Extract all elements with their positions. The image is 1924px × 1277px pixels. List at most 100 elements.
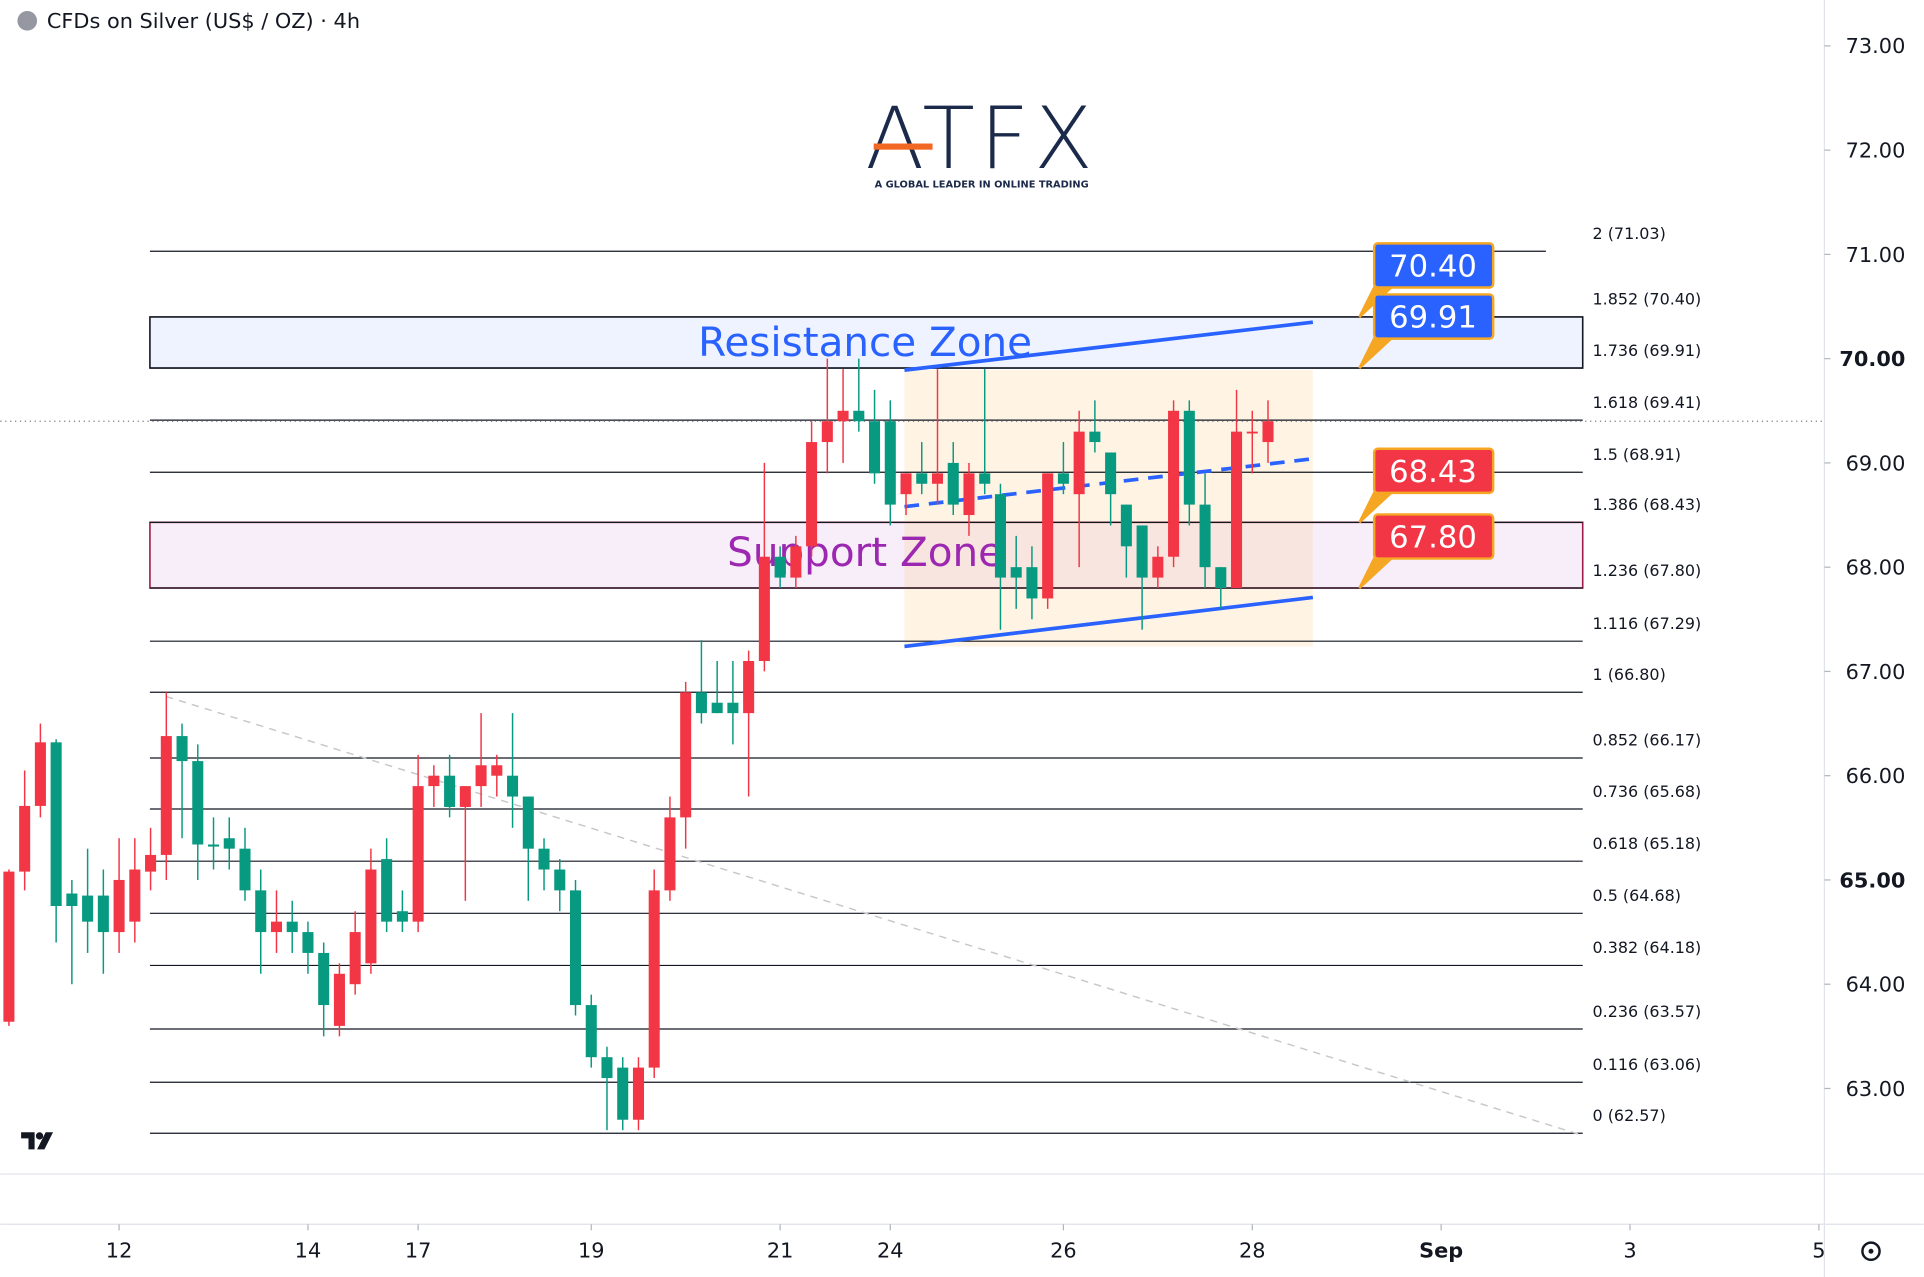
candle-body [664, 817, 676, 891]
candle-body [113, 879, 125, 933]
y-tick-label: 64.00 [1846, 973, 1906, 997]
candle-body [1168, 410, 1180, 557]
candle-body [727, 702, 739, 714]
candle-body [853, 410, 865, 422]
candle-body [491, 765, 503, 776]
price-tag-label: 67.80 [1389, 521, 1477, 556]
fib-label: 1.852 (70.40) [1593, 290, 1702, 309]
fib-label: 2 (71.03) [1593, 224, 1666, 243]
y-tick-label: 65.00 [1839, 868, 1905, 892]
symbol-icon [17, 11, 38, 31]
candle-body [1105, 452, 1117, 495]
candle-body [884, 421, 896, 505]
x-tick-label: 14 [295, 1238, 322, 1262]
candle-body [1042, 473, 1054, 599]
atfx-logo: ATFX A GLOBAL LEADER IN ONLINE TRADING [865, 89, 1097, 191]
fib-label: 0.852 (66.17) [1593, 731, 1702, 750]
candle-body [1057, 473, 1069, 484]
candle-body [34, 742, 46, 806]
candle-body [255, 890, 267, 933]
y-tick-label: 68.00 [1846, 556, 1906, 580]
candle-body [129, 869, 141, 922]
y-tick-label: 73.00 [1846, 34, 1906, 58]
candle-body [1231, 431, 1243, 589]
logo-name: ATFX [865, 89, 1097, 189]
fib-label: 0.116 (63.06) [1593, 1055, 1702, 1074]
x-tick-label: 12 [106, 1238, 133, 1262]
candle-body [286, 921, 298, 933]
fib-label: 1.386 (68.43) [1593, 495, 1702, 514]
settings-gear[interactable] [1861, 1241, 1881, 1262]
candle-body [192, 761, 204, 845]
candle-body [270, 921, 282, 933]
candle-body [711, 702, 723, 714]
candle-body [680, 692, 692, 818]
candle-body [239, 848, 251, 891]
x-tick-label: 19 [578, 1238, 605, 1262]
candle-body [837, 410, 849, 422]
candle-body [695, 692, 707, 714]
candle-body [1026, 567, 1038, 599]
x-tick-label: 26 [1050, 1238, 1077, 1262]
zone-label: Resistance Zone [698, 318, 1032, 366]
candle-body [617, 1067, 629, 1120]
candle-body [507, 775, 519, 797]
candle-body [1246, 431, 1258, 434]
candle-body [554, 869, 566, 891]
price-tag [1372, 293, 1495, 340]
candle-body [176, 736, 188, 762]
candle-body [931, 473, 944, 484]
candle-body [569, 890, 582, 1006]
candle-body [396, 911, 408, 922]
candle-body [1183, 410, 1195, 505]
fib-label: 0.382 (64.18) [1593, 938, 1702, 957]
candle-body [145, 854, 157, 872]
tv-mark [21, 1132, 54, 1150]
candle-body [1010, 567, 1022, 578]
candle-body [790, 546, 802, 578]
trendline [904, 595, 1314, 649]
candle-body [66, 893, 78, 907]
fib-label: 1.736 (69.91) [1593, 341, 1702, 360]
candle-body [1089, 431, 1101, 443]
candle-body [632, 1067, 644, 1120]
candle-body [302, 932, 314, 953]
candle-body [3, 871, 15, 1022]
candle-body [444, 775, 456, 807]
y-tick-label: 69.00 [1846, 451, 1906, 475]
candle-body [1262, 421, 1274, 443]
y-tick-label: 63.00 [1846, 1077, 1906, 1101]
candle-body [1152, 556, 1164, 578]
candle-body [97, 895, 109, 933]
candle-body [19, 805, 31, 872]
price-tag-label: 68.43 [1389, 455, 1477, 490]
candle-body [774, 556, 786, 578]
y-tick-label: 70.00 [1839, 347, 1905, 371]
candle-body [743, 661, 755, 714]
candle-body [979, 473, 991, 484]
fib-label: 0.236 (63.57) [1593, 1002, 1702, 1021]
fib-label: 0.5 (64.68) [1593, 886, 1681, 905]
fib-label: 0.618 (65.18) [1593, 834, 1702, 853]
x-tick-label: 5 [1812, 1238, 1825, 1262]
chart-title: CFDs on Silver (US$ / OZ) · 4h [47, 9, 360, 33]
candle-body [459, 786, 471, 807]
x-tick-label: 17 [405, 1238, 432, 1262]
settings-center[interactable] [1868, 1248, 1874, 1254]
y-tick-label: 66.00 [1846, 764, 1906, 788]
y-tick-label: 71.00 [1846, 243, 1906, 267]
settings-icon[interactable] [1861, 1241, 1881, 1262]
candle-body [900, 473, 912, 495]
price-tag-label: 70.40 [1389, 249, 1477, 284]
zone [149, 521, 1584, 589]
candle-body [1120, 504, 1132, 547]
candle-body [1136, 525, 1148, 578]
zone-label: Support Zone [727, 528, 1003, 576]
x-tick-label: 28 [1239, 1238, 1266, 1262]
candle-body [522, 796, 534, 849]
logo-tagline: A GLOBAL LEADER IN ONLINE TRADING [875, 180, 1089, 191]
price-tag [1372, 447, 1495, 495]
candle-body [585, 1005, 597, 1058]
fib-label: 0.736 (65.68) [1593, 782, 1702, 801]
